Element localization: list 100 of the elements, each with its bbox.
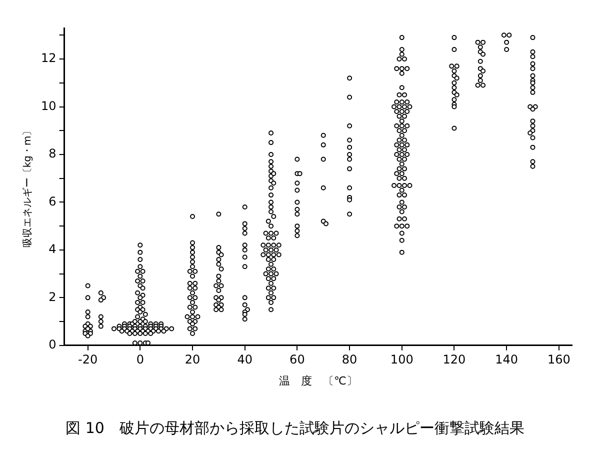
point xyxy=(347,185,352,190)
point xyxy=(454,92,460,98)
point xyxy=(294,180,300,186)
point xyxy=(347,152,352,157)
point xyxy=(530,106,536,112)
point xyxy=(148,330,154,336)
point xyxy=(85,295,90,300)
point xyxy=(216,212,222,217)
point xyxy=(242,242,248,248)
point xyxy=(187,295,192,300)
point xyxy=(184,314,190,320)
point xyxy=(478,44,483,50)
point xyxy=(190,264,196,270)
point xyxy=(119,328,124,334)
point xyxy=(347,138,352,143)
point xyxy=(347,197,352,202)
point xyxy=(85,283,90,288)
point xyxy=(268,209,274,214)
point xyxy=(111,326,116,332)
point xyxy=(320,142,326,148)
point xyxy=(452,126,457,131)
point xyxy=(268,130,274,136)
point xyxy=(190,250,196,255)
point xyxy=(263,247,268,252)
point xyxy=(268,290,274,296)
x-tick-label: 0 xyxy=(136,352,144,367)
point xyxy=(142,319,148,324)
x-tick-label: 160 xyxy=(547,352,570,367)
point xyxy=(530,73,536,78)
point xyxy=(140,300,146,305)
point xyxy=(452,85,457,90)
point xyxy=(506,32,512,38)
text: 図 10 破片の母材部から採取した試験片のシャルピー衝撃試験結果 xyxy=(66,418,524,437)
point xyxy=(478,73,483,78)
point xyxy=(218,307,224,312)
point xyxy=(98,324,104,329)
point xyxy=(138,256,143,262)
point xyxy=(192,280,198,286)
point xyxy=(530,35,536,40)
point xyxy=(274,230,279,236)
point xyxy=(452,80,457,86)
point xyxy=(271,236,276,241)
point xyxy=(242,254,248,260)
point xyxy=(452,35,457,40)
point xyxy=(268,192,274,198)
point xyxy=(138,264,143,270)
point xyxy=(242,316,248,322)
point xyxy=(190,330,196,336)
point xyxy=(142,330,148,336)
point xyxy=(271,295,276,300)
point xyxy=(452,97,457,102)
point xyxy=(501,32,506,38)
point xyxy=(480,68,486,74)
point xyxy=(320,156,326,162)
point xyxy=(190,290,196,296)
point xyxy=(268,300,274,305)
point xyxy=(187,326,192,332)
point xyxy=(478,58,483,64)
point xyxy=(242,312,248,317)
point xyxy=(530,118,536,124)
point xyxy=(190,321,196,326)
point xyxy=(142,312,148,317)
point xyxy=(187,304,192,310)
point xyxy=(266,266,271,272)
point xyxy=(276,252,282,258)
point xyxy=(347,166,352,172)
point xyxy=(187,286,192,291)
point xyxy=(347,94,352,100)
point xyxy=(268,204,274,210)
point xyxy=(530,159,536,164)
point xyxy=(294,228,300,234)
point xyxy=(242,302,248,308)
point xyxy=(530,66,536,72)
point xyxy=(347,123,352,128)
x-tick-label: 80 xyxy=(342,352,358,367)
point xyxy=(242,264,248,270)
point xyxy=(216,256,222,262)
point xyxy=(216,298,222,303)
point xyxy=(190,254,196,260)
point xyxy=(266,256,271,262)
point xyxy=(274,247,279,252)
point xyxy=(271,286,276,291)
point xyxy=(530,164,536,169)
point xyxy=(268,280,274,286)
point xyxy=(218,266,224,272)
point xyxy=(216,274,222,279)
point xyxy=(263,230,268,236)
point xyxy=(294,212,300,217)
x-tick-label: 20 xyxy=(184,352,200,367)
x-tick-label: 60 xyxy=(290,352,305,367)
point xyxy=(242,226,248,231)
point xyxy=(266,286,271,291)
point xyxy=(268,271,274,276)
point xyxy=(347,76,352,81)
point xyxy=(138,295,143,300)
point xyxy=(242,247,248,252)
point xyxy=(271,266,276,272)
point xyxy=(268,307,274,312)
point xyxy=(85,333,90,338)
point xyxy=(268,230,274,236)
